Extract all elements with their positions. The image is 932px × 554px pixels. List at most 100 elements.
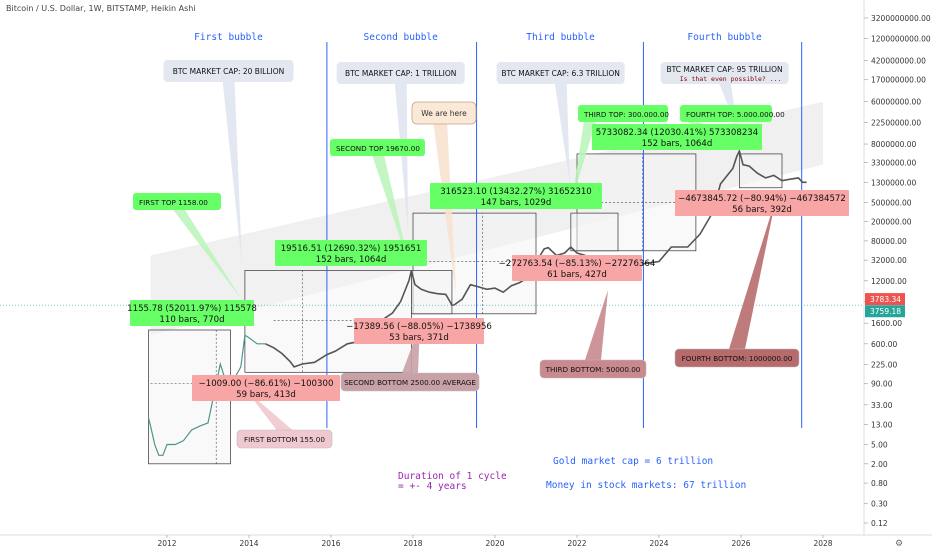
bottom-pointer-3 [585,290,608,360]
y-tick-label-21: 5.00 [871,441,888,450]
measure-up-line2-3: 147 bars, 1029d [481,198,552,208]
measure-down-box-3 [512,255,642,281]
top-pointer-2 [371,153,410,268]
cycle-title-3: Third bubble [526,32,595,43]
y-tick-label-22: 2.00 [871,460,888,469]
measure-up-line2-4: 152 bars, 1064d [642,139,713,149]
y-tick-label-17: 225.00 [871,360,897,369]
y-tick-label-16: 600.00 [871,340,897,349]
y-tick-label-11: 80000.00 [871,237,907,246]
top-pointer-1 [171,207,242,300]
top-label-2: SECOND TOP 19670.00 [336,144,420,153]
top-box-4 [680,105,772,122]
top-label-1: FIRST TOP 1158.00 [139,198,208,207]
y-tick-label-23: 0.80 [871,479,888,488]
measure-up-line1-4: 5733082.34 (12030.41%) 573308234 [596,128,759,138]
market-cap-box-1 [163,60,294,82]
footer-note-3: Gold market cap = 6 trillion [553,456,713,467]
measure-down-line1-4: −4673845.72 (−80.94%) −467384572 [678,194,846,204]
y-tick-label-5: 22500000.00 [871,118,921,127]
y-tick-label-10: 200000.00 [871,218,912,227]
y-tick-label-2: 420000000.00 [871,57,926,66]
measure-down-line2-1: 59 bars, 413d [236,390,296,400]
bottom-box-1 [236,429,333,449]
y-tick-label-20: 13.00 [871,420,893,429]
top-label-3: THIRD TOP: 300.000.00 [583,110,669,119]
y-tick-label-3: 170000000.00 [871,76,926,85]
bottom-box-3 [539,359,647,379]
y-tick-label-12: 32000.00 [871,256,907,265]
measure-down-line2-2: 53 bars, 371d [389,333,449,343]
measure-up-box-1 [130,300,254,326]
market-cap-pointer-1 [222,80,242,265]
y-tick-label-24: 0.30 [871,500,888,509]
market-cap-sub-4: Is that even possible? ... [680,75,782,83]
price-flag-label-2: 3759.18 [870,307,901,316]
y-tick-label-1: 1200000000.00 [871,35,931,44]
measure-up-line1-2: 19516.51 (12690.32%) 1951651 [281,244,422,254]
cycle-box-4b [739,153,783,189]
market-cap-label-2: BTC MARKET CAP: 1 TRILLION [345,69,456,78]
footer-note-4: Money in stock markets: 67 trillion [546,480,746,491]
chart-header: Bitcoin / U.S. Dollar, 1W, BITSTAMP, Hei… [6,4,196,13]
market-cap-label-4: BTC MARKET CAP: 95 TRILLION [667,65,783,74]
top-box-2 [330,139,425,156]
y-tick-label-8: 1300000.00 [871,178,917,187]
bottom-label-3: THIRD BOTTOM: 50000.00 [545,365,641,374]
x-axis-panel [0,535,932,550]
cycle-title-4: Fourth bubble [687,32,762,43]
bottom-label-1: FIRST BOTTOM 155.00 [244,435,325,444]
y-tick-label-4: 60000000.00 [871,98,921,107]
measure-down-line2-3: 61 bars, 427d [547,270,607,280]
cycle-title-1: First bubble [194,32,263,43]
x-tick-label-7: 2026 [731,539,750,548]
y-tick-label-18: 90.00 [871,380,893,389]
measure-down-box-2 [354,318,484,344]
x-tick-label-8: 2028 [813,539,832,548]
x-tick-label-1: 2014 [239,539,258,548]
cycle-box-3b [570,212,619,252]
y-tick-label-19: 33.00 [871,401,893,410]
x-tick-label-6: 2024 [649,539,668,548]
y-tick-label-25: 0.12 [871,519,888,528]
bottom-label-4: FOURTH BOTTOM: 1000000.00 [682,354,793,363]
bottom-label-2: SECOND BOTTOM 2500.00 AVERAGE [344,378,476,387]
x-tick-label-4: 2020 [485,539,504,548]
measure-up-line2-1: 110 bars, 770d [159,315,224,325]
measure-down-line2-4: 56 bars, 392d [732,205,792,215]
bottom-box-2 [340,372,480,392]
x-tick-label-2: 2016 [321,539,340,548]
measure-up-line1-1: 1155.78 (52011.97%) 115578 [127,304,257,314]
x-tick-label-5: 2022 [567,539,586,548]
market-cap-label-3: BTC MARKET CAP: 6.3 TRILLION [501,69,620,78]
market-cap-box-4 [660,62,789,84]
x-tick-label-0: 2012 [157,539,176,548]
top-label-4: FOURTH TOP: 5.000.000.00 [686,110,785,119]
footer-note-1: Duration of 1 cycle [398,471,507,482]
y-tick-label-6: 8000000.00 [871,140,917,149]
top-pointer-3 [572,121,596,200]
price-flag-label-1: 3783.34 [870,295,901,304]
x-tick-label-3: 2018 [403,539,422,548]
measure-up-line2-2: 152 bars, 1064d [316,255,387,265]
y-tick-label-9: 500000.00 [871,198,912,207]
measure-down-line1-1: −1009.00 (−86.61%) −100300 [199,379,334,389]
measure-down-box-4 [675,190,849,216]
measure-down-box-1 [192,375,340,401]
market-cap-label-1: BTC MARKET CAP: 20 BILLION [173,67,285,76]
price-flag-2 [865,305,905,318]
market-cap-box-3 [496,62,625,84]
y-tick-label-13: 12000.00 [871,277,907,286]
price-line-early [147,334,266,456]
market-cap-box-2 [336,62,465,84]
measure-up-box-4 [592,124,762,150]
bottom-box-4 [674,348,800,368]
y-tick-label-7: 3300000.00 [871,159,917,168]
bottom-pointer-4 [729,198,776,349]
measure-up-line1-3: 316523.10 (13432.27%) 31652310 [440,187,592,197]
settings-gear-icon[interactable]: ⚙ [895,539,903,549]
measure-up-box-2 [275,240,427,266]
y-tick-label-0: 3200000000.00 [871,14,931,23]
